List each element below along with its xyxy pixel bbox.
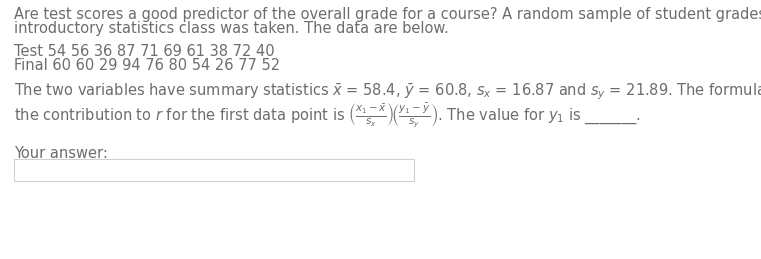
Text: introductory statistics class was taken. The data are below.: introductory statistics class was taken.… <box>14 21 449 36</box>
Text: Final 60 60 29 94 76 80 54 26 77 52: Final 60 60 29 94 76 80 54 26 77 52 <box>14 58 280 73</box>
Text: the contribution to $r$ for the first data point is $\left(\frac{x_1-\bar{x}}{s_: the contribution to $r$ for the first da… <box>14 101 641 129</box>
Text: Your answer:: Your answer: <box>14 146 108 161</box>
Text: Test 54 56 36 87 71 69 61 38 72 40: Test 54 56 36 87 71 69 61 38 72 40 <box>14 44 275 59</box>
Text: Are test scores a good predictor of the overall grade for a course? A random sam: Are test scores a good predictor of the … <box>14 7 761 22</box>
FancyBboxPatch shape <box>14 159 414 181</box>
Text: The two variables have summary statistics $\bar{x}$ = 58.4, $\bar{y}$ = 60.8, $s: The two variables have summary statistic… <box>14 81 761 102</box>
